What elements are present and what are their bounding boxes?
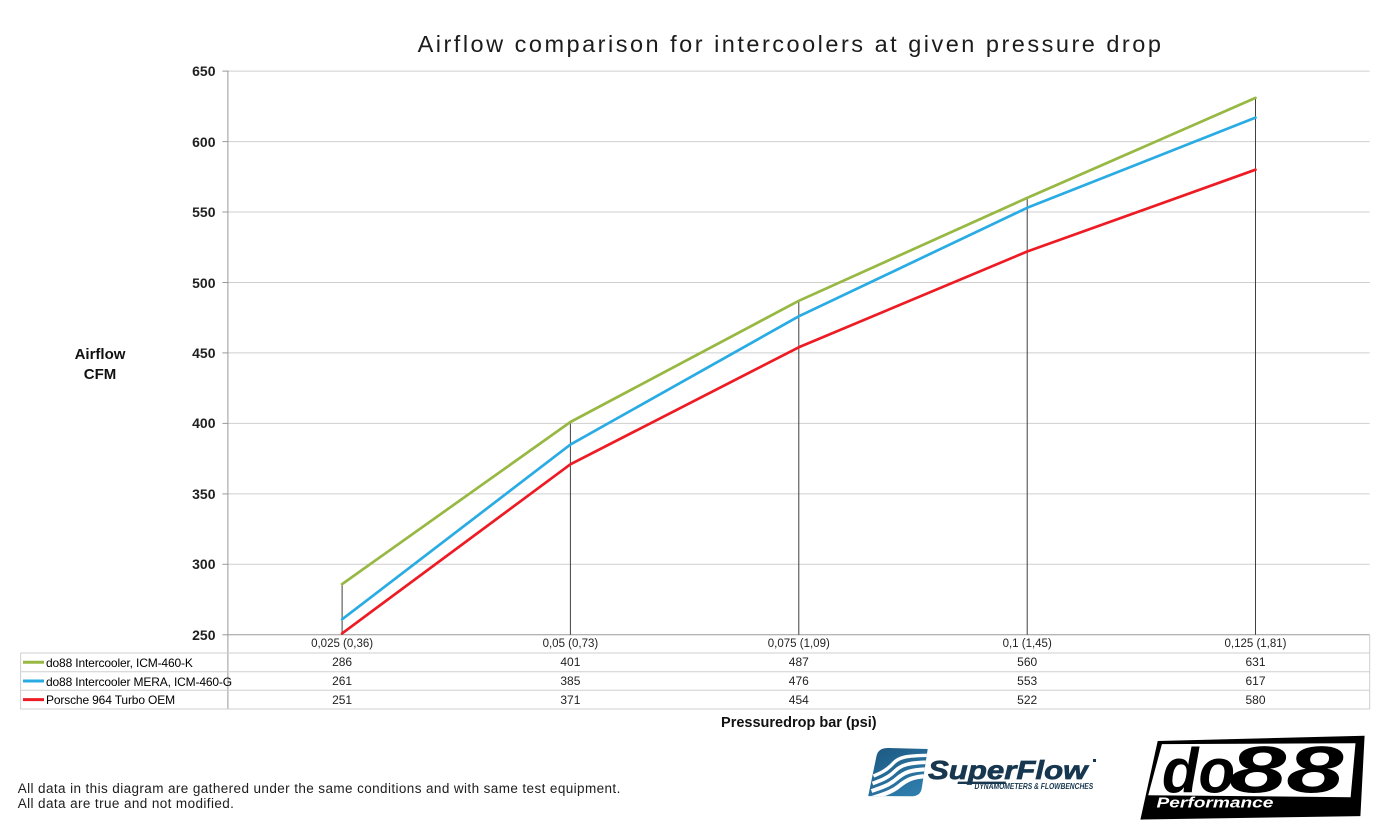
svg-text:do: do — [1162, 736, 1235, 807]
svg-text:SuperFlow: SuperFlow — [928, 756, 1089, 785]
svg-text:DYNAMOMETERS & FLOWBENCHES: DYNAMOMETERS & FLOWBENCHES — [975, 781, 1094, 791]
svg-text:Performance: Performance — [1157, 795, 1274, 811]
svg-text:88: 88 — [1229, 734, 1344, 807]
